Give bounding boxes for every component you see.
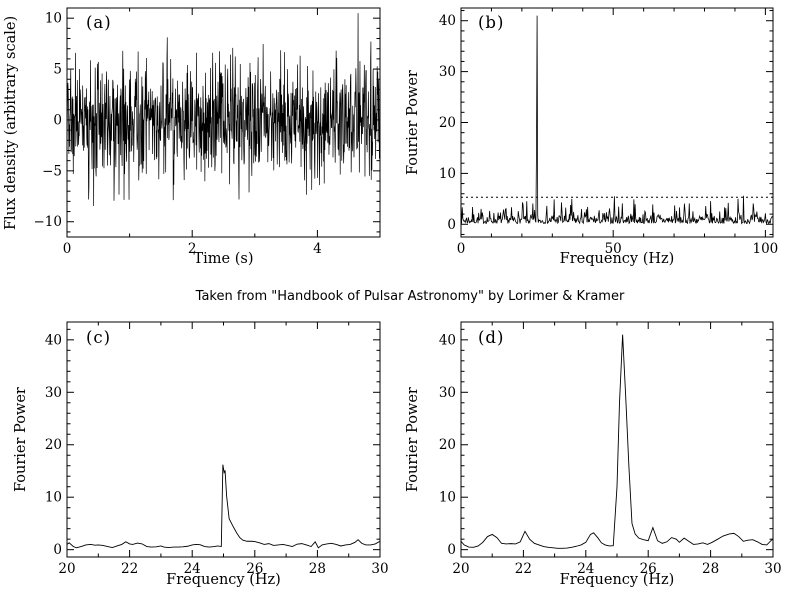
panel-b-y-axis-title: Fourier Power [405, 70, 421, 175]
panel-c-x-axis-title: Frequency (Hz) [166, 572, 281, 588]
x-tick-label: 4 [313, 241, 322, 257]
y-tick-label: 40 [439, 13, 456, 29]
y-tick-label: 40 [439, 332, 456, 348]
x-tick-label: 50 [605, 241, 622, 257]
x-tick-label: 20 [452, 561, 469, 577]
x-tick-label: 28 [702, 561, 719, 577]
x-tick-label: 28 [309, 561, 326, 577]
panel-d-x-axis-title: Frequency (Hz) [559, 572, 675, 588]
panel-d-label: (d) [478, 328, 505, 347]
series-power-spectrum-zoom [66, 464, 381, 549]
series-power-spectrum-zoom [460, 334, 774, 549]
x-tick-label: 30 [371, 561, 388, 577]
y-tick-label: 0 [447, 217, 456, 233]
y-tick-label: 10 [45, 11, 62, 27]
x-tick-label: 26 [246, 561, 263, 577]
plot-frame [460, 7, 774, 238]
panel-a-plot: 0 2 4 −10 −5 0 5 10 [34, 7, 381, 257]
y-tick-label: 30 [45, 385, 62, 401]
x-tick-label: 20 [58, 561, 75, 577]
y-tick-label: 0 [447, 542, 456, 558]
x-tick-label: 24 [577, 561, 594, 577]
panel-b-label: (b) [478, 13, 505, 32]
y-tick-label: −5 [42, 163, 62, 179]
x-tick-label: 2 [188, 241, 197, 257]
panel-b-x-axis-title: Frequency (Hz) [559, 251, 675, 267]
y-tick-label: 20 [45, 437, 62, 453]
y-tick-label: 40 [45, 332, 62, 348]
y-tick-label: 20 [439, 437, 456, 453]
panel-a-label: (a) [86, 13, 112, 32]
x-tick-label: 100 [752, 241, 778, 257]
panel-d-plot: 20 22 24 26 28 30 0 10 20 30 40 [439, 321, 782, 577]
plot-frame [66, 321, 381, 558]
x-tick-label: 24 [184, 561, 201, 577]
figure-caption: Taken from "Handbook of Pulsar Astronomy… [195, 289, 625, 304]
y-tick-label: 0 [53, 112, 62, 128]
y-tick-label: 5 [53, 62, 62, 78]
x-tick-label: 22 [515, 561, 532, 577]
x-tick-label: 0 [63, 241, 72, 257]
panel-c-plot: 20 22 24 26 28 30 0 10 20 30 40 [45, 321, 389, 577]
panel-b-plot: 0 50 100 0 10 20 30 40 [439, 7, 778, 257]
panel-d-y-axis-title: Fourier Power [405, 387, 421, 492]
y-tick-label: 10 [45, 490, 62, 506]
x-tick-label: 0 [457, 241, 466, 257]
x-tick-label: 26 [640, 561, 657, 577]
series-power-spectrum [460, 15, 773, 225]
y-tick-label: 30 [439, 385, 456, 401]
plot-frame [460, 321, 774, 558]
series-flux-noise [66, 13, 381, 206]
y-tick-label: 20 [439, 115, 456, 131]
y-tick-label: 10 [439, 490, 456, 506]
x-tick-label: 22 [121, 561, 138, 577]
panel-c-y-axis-title: Fourier Power [13, 387, 29, 492]
panel-a-x-axis-title: Time (s) [193, 251, 254, 267]
panel-c-label: (c) [86, 328, 112, 347]
y-tick-label: 0 [53, 542, 62, 558]
plot-frame [66, 7, 381, 238]
y-tick-label: 10 [439, 166, 456, 182]
y-tick-label: −10 [34, 214, 63, 230]
y-tick-label: 30 [439, 64, 456, 80]
x-tick-label: 30 [764, 561, 781, 577]
panel-a-y-axis-title: Flux density (arbitrary scale) [3, 15, 19, 230]
